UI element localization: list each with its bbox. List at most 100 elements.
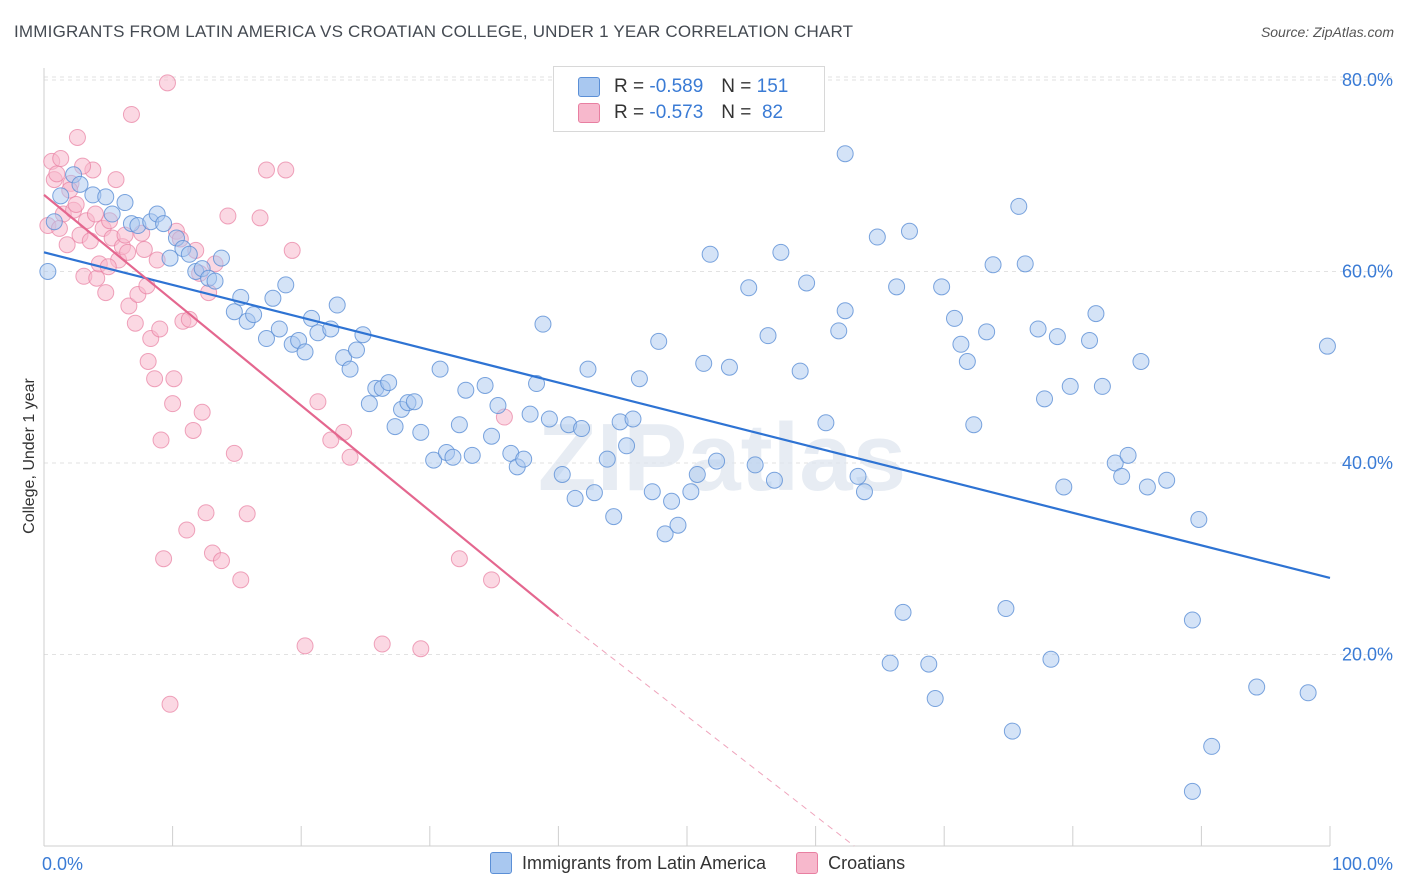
latin-america-point bbox=[39, 263, 57, 280]
croatians-point bbox=[232, 571, 250, 589]
croatians-trend-line bbox=[43, 194, 560, 618]
axes bbox=[43, 68, 1331, 847]
croatians-point bbox=[212, 552, 230, 570]
latin-america-point bbox=[573, 420, 591, 438]
latin-america-point bbox=[798, 274, 816, 292]
croatians-point bbox=[68, 128, 86, 146]
latin-america-point bbox=[45, 213, 63, 231]
latin-america-point bbox=[984, 256, 1002, 274]
legend-swatch-blue bbox=[490, 852, 512, 874]
latin-america-point bbox=[945, 309, 963, 327]
latin-america-point bbox=[605, 508, 623, 526]
croatians-point bbox=[158, 74, 176, 92]
latin-america-point bbox=[708, 452, 726, 470]
croatians-point bbox=[165, 370, 183, 388]
latin-america-point bbox=[360, 395, 378, 413]
latin-america-point bbox=[225, 303, 243, 321]
latin-america-point bbox=[534, 315, 552, 333]
latin-america-point bbox=[161, 249, 179, 267]
latin-america-point bbox=[746, 456, 764, 474]
legend-swatch-pink bbox=[796, 852, 819, 874]
latin-america-point bbox=[978, 323, 996, 341]
croatians-point bbox=[335, 423, 353, 441]
croatians-point bbox=[197, 504, 215, 522]
latin-america-point bbox=[405, 393, 423, 411]
latin-america-point bbox=[1183, 782, 1201, 800]
latin-america-point bbox=[650, 332, 668, 350]
croatians-point bbox=[225, 444, 243, 462]
y-tick-label: 60.0% bbox=[1342, 262, 1393, 282]
croatians-point bbox=[164, 395, 182, 413]
latin-america-point bbox=[849, 467, 867, 485]
y-tick-label: 20.0% bbox=[1342, 645, 1393, 665]
croatians-point bbox=[81, 232, 99, 250]
latin-america-point bbox=[855, 483, 873, 501]
latin-america-point bbox=[270, 320, 288, 338]
x-tick-label: 0.0% bbox=[42, 854, 83, 874]
latin-america-point bbox=[1087, 305, 1105, 323]
latin-america-point bbox=[1248, 678, 1266, 696]
latin-america-point bbox=[257, 330, 275, 348]
latin-america-point bbox=[701, 245, 719, 263]
latin-america-point bbox=[206, 272, 224, 290]
latin-america-point bbox=[52, 187, 70, 205]
latin-america-point bbox=[566, 489, 584, 507]
latin-america-point bbox=[598, 450, 616, 468]
latin-america-point bbox=[1299, 684, 1317, 702]
latin-america-point bbox=[103, 205, 121, 223]
latin-america-point bbox=[116, 194, 134, 212]
croatians-point bbox=[161, 695, 179, 713]
latin-america-point bbox=[180, 245, 198, 263]
croatians-point bbox=[238, 505, 256, 523]
legend-row-croatians: R = -0.573 N = 82 bbox=[578, 101, 783, 125]
croatians-point bbox=[341, 448, 359, 466]
latin-america-point bbox=[1042, 650, 1060, 668]
latin-america-point bbox=[1138, 478, 1156, 496]
r-value: -0.573 bbox=[649, 102, 704, 123]
latin-america-point bbox=[817, 414, 835, 432]
latin-america-point bbox=[380, 374, 398, 392]
latin-america-point bbox=[1318, 337, 1336, 355]
croatians-point bbox=[296, 637, 314, 655]
croatians-point bbox=[122, 105, 140, 123]
legend-row-latin-america: R = -0.589 N = 151 bbox=[578, 75, 788, 99]
trend-lines bbox=[43, 194, 1331, 847]
x-tick-label: 100.0% bbox=[1332, 854, 1393, 874]
n-value: 82 bbox=[761, 102, 784, 123]
croatians-point bbox=[251, 209, 269, 227]
croatians-point bbox=[277, 161, 295, 179]
croatians-point bbox=[152, 431, 170, 449]
series-legend: Immigrants from Latin America Croatians bbox=[490, 852, 935, 874]
legend-swatch-blue bbox=[578, 77, 600, 97]
grid-lines bbox=[44, 76, 1392, 655]
latin-america-point bbox=[1081, 331, 1099, 349]
croatians-point bbox=[178, 521, 196, 539]
latin-america-point bbox=[997, 600, 1015, 618]
latin-america-point bbox=[630, 370, 648, 388]
latin-america-point bbox=[765, 471, 783, 489]
latin-america-point bbox=[1055, 478, 1073, 496]
latin-america-point bbox=[830, 322, 848, 340]
n-label: N = bbox=[721, 102, 752, 123]
latin-america-point bbox=[624, 410, 642, 428]
latin-america-point bbox=[1113, 467, 1131, 485]
latin-america-point bbox=[264, 289, 282, 307]
latin-america-point bbox=[1158, 471, 1176, 489]
croatians-point bbox=[412, 640, 430, 658]
croatians-point bbox=[126, 314, 144, 332]
latin-america-point bbox=[1183, 611, 1201, 629]
chart-title: IMMIGRANTS FROM LATIN AMERICA VS CROATIA… bbox=[14, 22, 854, 41]
latin-america-point bbox=[515, 450, 533, 468]
latin-america-point bbox=[1093, 377, 1111, 395]
latin-america-point bbox=[1048, 328, 1066, 346]
croatians-point bbox=[48, 165, 66, 183]
croatians-point bbox=[139, 353, 157, 371]
r-label: R = bbox=[614, 102, 645, 123]
croatians-point bbox=[120, 297, 138, 315]
latin-america-point bbox=[888, 278, 906, 296]
latin-america-point bbox=[489, 397, 507, 415]
latin-america-point bbox=[386, 418, 404, 436]
latin-america-point bbox=[1036, 390, 1054, 408]
croatians-points bbox=[39, 74, 513, 713]
latin-america-point bbox=[791, 362, 809, 380]
